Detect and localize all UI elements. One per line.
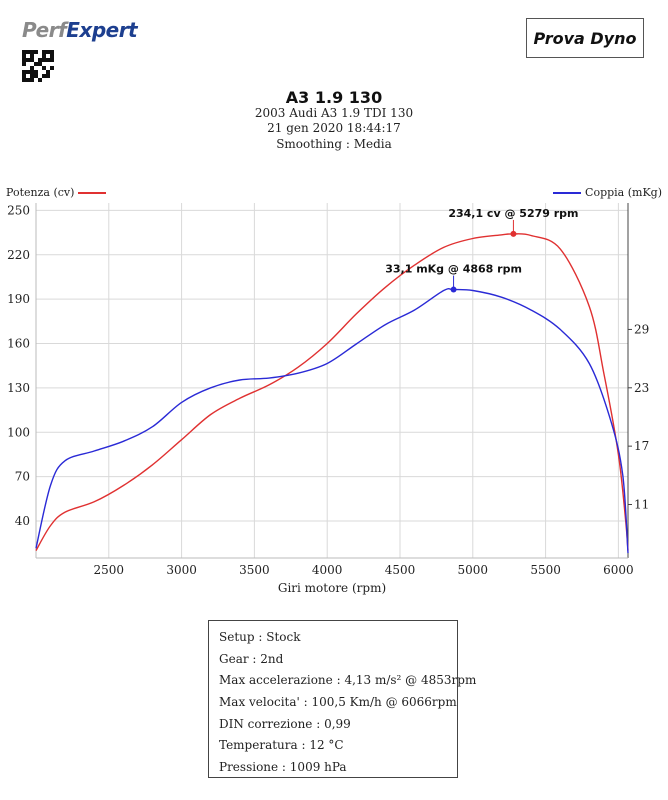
y-left-tick-label: 250	[7, 203, 30, 217]
y-left-tick-label: 100	[7, 425, 30, 439]
dyno-chart: 2500 3000 3500 4000 4500 5000 5500 6000 40 70 100 1…	[7, 203, 649, 595]
power-curve-line	[35, 233, 629, 551]
y-right-tick-label: 11	[634, 498, 649, 512]
info-max-speed: Max velocita' : 100,5 Km/h @ 6066rpm	[219, 695, 457, 710]
vehicle-subtitle: 2003 Audi A3 1.9 TDI 130	[254, 106, 414, 120]
y-left-tick-label: 160	[7, 337, 30, 351]
x-tick-label: 5000	[458, 563, 489, 577]
legend-torque: Coppia (mKg)	[549, 186, 662, 199]
y-left-tick-label: 70	[15, 470, 30, 484]
x-tick-label: 6000	[603, 563, 634, 577]
y-left-tick-label: 40	[15, 514, 30, 528]
y-right-tick-label: 17	[634, 439, 649, 453]
datetime-subtitle: 21 gen 2020 18:44:17	[267, 121, 401, 135]
x-tick-label: 3500	[239, 563, 270, 577]
legend-power-label: Potenza (cv)	[6, 186, 75, 199]
info-gear: Gear : 2nd	[219, 651, 284, 666]
y-left-tick-label: 190	[7, 292, 30, 306]
info-pressure: Pressione : 1009 hPa	[219, 760, 347, 775]
torque-curve-line	[35, 288, 629, 554]
qr-code-icon	[22, 50, 54, 82]
prova-dyno-badge: Prova Dyno	[526, 18, 644, 58]
x-tick-label: 2500	[94, 563, 125, 577]
legend-torque-label: Coppia (mKg)	[585, 186, 662, 199]
perfexpert-logo: PerfExpert	[22, 18, 138, 42]
power-peak-point	[510, 230, 517, 237]
x-tick-label: 4500	[385, 563, 416, 577]
torque-peak-point	[450, 286, 457, 293]
legend-power: Potenza (cv)	[6, 186, 110, 199]
info-setup: Setup : Stock	[219, 630, 301, 644]
y-left-tick-label: 220	[7, 248, 30, 262]
setup-info-box: Setup : Stock Gear : 2nd Max accelerazio…	[208, 620, 477, 778]
x-tick-label: 5500	[530, 563, 561, 577]
y-right-tick-label: 29	[634, 322, 649, 336]
x-axis-title: Giri motore (rpm)	[278, 581, 386, 595]
power-peak-label: 234,1 cv @ 5279 rpm	[448, 207, 578, 220]
y-left-tick-label: 130	[7, 381, 30, 395]
legend-torque-line	[553, 191, 582, 194]
legend-power-line	[78, 191, 107, 194]
x-tick-label: 3000	[166, 563, 197, 577]
info-din-correction: DIN correzione : 0,99	[219, 716, 351, 731]
y-right-tick-label: 23	[634, 381, 649, 395]
x-tick-label: 4000	[312, 563, 343, 577]
torque-peak-label: 33,1 mKg @ 4868 rpm	[385, 263, 522, 276]
page-title: A3 1.9 130	[285, 88, 383, 107]
smoothing-subtitle: Smoothing : Media	[276, 137, 392, 151]
info-max-acceleration: Max accelerazione : 4,13 m/s² @ 4853rpm	[219, 673, 477, 688]
info-temperature: Temperatura : 12 °C	[219, 738, 344, 753]
